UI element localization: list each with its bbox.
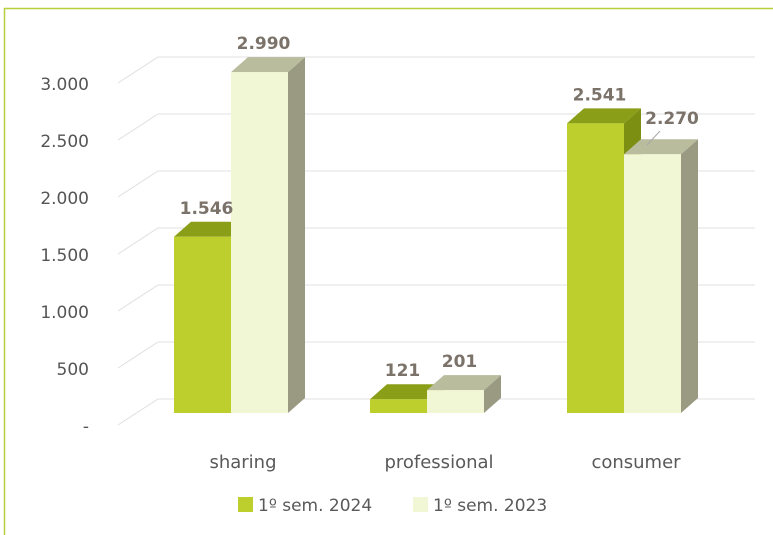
bar-side [288, 57, 305, 413]
y-tick-label: 500 [57, 360, 89, 380]
bar-sharing-series-2 [231, 57, 305, 413]
gridline [117, 113, 755, 141]
legend-swatch-series-2 [413, 497, 428, 512]
bar-top [174, 221, 248, 237]
legend-swatch-series-1 [238, 497, 253, 512]
data-labels: 1.546 2.990 121 201 2.541 2.270 [180, 34, 699, 381]
data-label-sharing-series-1: 1.546 [180, 199, 234, 219]
gridline [117, 227, 755, 255]
bar-top [231, 57, 305, 73]
data-label-sharing-series-2: 2.990 [237, 34, 291, 54]
gridline [117, 398, 755, 426]
bar-front [624, 154, 681, 413]
bar-front [427, 390, 484, 413]
bars [174, 57, 698, 414]
gridline [117, 170, 755, 198]
bar-side [484, 375, 501, 413]
y-tick-label: 2.000 [40, 189, 89, 209]
category-label-professional: professional [384, 452, 493, 473]
bar-side [681, 139, 698, 413]
category-label-consumer: consumer [591, 452, 681, 473]
data-label-consumer-series-1: 2.541 [573, 85, 627, 105]
legend-label-series-2: 1º sem. 2023 [433, 496, 547, 516]
bar-professional-series-2 [427, 375, 501, 413]
legend-label-series-1: 1º sem. 2024 [258, 496, 372, 516]
gridline [117, 341, 755, 369]
bar-front [567, 123, 624, 414]
y-tick-label: 3.000 [40, 75, 89, 95]
gridlines [117, 56, 755, 426]
y-tick-label: 2.500 [40, 132, 89, 152]
gridline [117, 284, 755, 312]
data-label-consumer-series-2: 2.270 [645, 109, 699, 129]
data-label-leader [646, 130, 661, 146]
bar-front [174, 236, 231, 413]
data-label-professional-series-1: 121 [385, 361, 421, 381]
y-axis-ticks: - 500 1.000 1.500 2.000 2.500 3.000 [40, 75, 89, 437]
bar-top [624, 139, 698, 155]
bar-top [370, 384, 444, 400]
bar-front [370, 399, 427, 413]
y-tick-label: 1.500 [40, 246, 89, 266]
legend: 1º sem. 2024 1º sem. 2023 [238, 496, 547, 516]
y-tick-label: - [83, 417, 89, 437]
category-label-sharing: sharing [209, 452, 276, 473]
y-tick-label: 1.000 [40, 303, 89, 323]
gridline [117, 56, 755, 84]
bar-top [427, 375, 501, 391]
bar-consumer-series-2 [624, 139, 698, 413]
category-labels: sharing professional consumer [209, 452, 681, 473]
bar-front [231, 72, 288, 413]
bar-top [567, 108, 641, 124]
data-label-professional-series-2: 201 [442, 352, 478, 372]
